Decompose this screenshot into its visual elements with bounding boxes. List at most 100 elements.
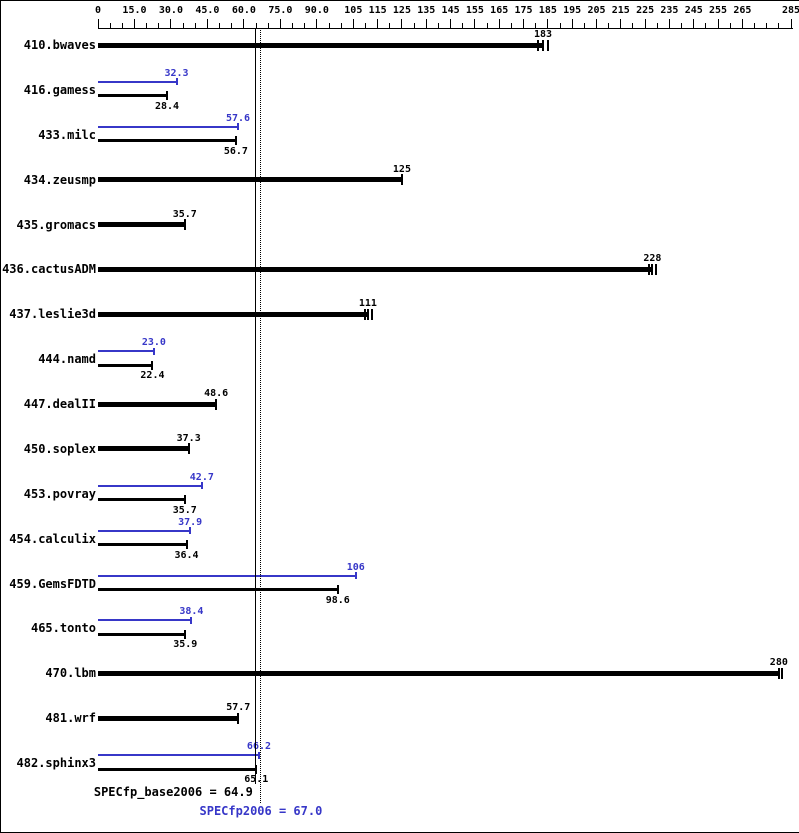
axis-tick-label: 245 [684, 5, 703, 16]
base-metric-label: SPECfp_base2006 = 64.9 [93, 785, 253, 799]
base-bar-end-tick [215, 398, 218, 410]
base-value-label: 36.4 [174, 549, 199, 561]
axis-tick-label: 225 [636, 5, 655, 16]
axis-minor-tick [535, 23, 537, 28]
peak-value-label: 42.7 [189, 471, 214, 483]
benchmark-label: 444.namd [38, 352, 96, 367]
axis-major-tick [523, 19, 525, 28]
axis-minor-tick [608, 23, 610, 28]
axis-minor-tick [304, 23, 306, 28]
base-bar [98, 670, 779, 676]
axis-major-tick [668, 19, 670, 28]
benchmark-label: 481.wrf [45, 711, 96, 726]
base-value-label: 280 [769, 657, 788, 669]
axis-tick-label: 15.0 [122, 5, 147, 16]
axis-major-tick [316, 19, 318, 28]
base-value-label: 56.7 [223, 145, 248, 157]
axis-major-tick [243, 19, 245, 28]
axis-tick-label: 285 [781, 5, 799, 16]
axis-tick-label: 165 [490, 5, 509, 16]
benchmark-label: 447.dealII [23, 397, 96, 411]
peak-bar-end-tick [190, 616, 193, 624]
axis-minor-tick [231, 23, 233, 28]
axis-minor-tick [681, 23, 683, 28]
axis-major-tick [352, 19, 354, 28]
x-axis-line [98, 28, 793, 29]
base-bar [98, 311, 368, 317]
axis-major-tick [377, 19, 379, 28]
base-bar [98, 42, 543, 48]
peak-bar [98, 619, 192, 622]
peak-bar [98, 529, 191, 532]
axis-minor-tick [328, 23, 330, 28]
axis-tick-label: 155 [465, 5, 484, 16]
benchmark-label: 410.bwaves [23, 38, 96, 52]
axis-tick-label: 105 [344, 5, 363, 16]
base-bar-end-tick [651, 263, 654, 275]
base-value-label: 35.9 [173, 639, 198, 651]
base-bar [98, 498, 185, 502]
peak-bar [98, 80, 177, 83]
axis-minor-tick [121, 23, 123, 28]
axis-minor-tick [389, 23, 391, 28]
axis-major-tick [450, 19, 452, 28]
peak-bar [98, 125, 239, 128]
axis-minor-tick [255, 23, 257, 28]
axis-major-tick [717, 19, 719, 28]
axis-minor-tick [559, 23, 561, 28]
base-bar [98, 266, 653, 272]
axis-major-tick [133, 19, 135, 28]
axis-major-tick [620, 19, 622, 28]
base-value-label: 35.7 [172, 504, 197, 516]
axis-minor-tick [632, 23, 634, 28]
axis-minor-tick [583, 23, 585, 28]
base-bar [98, 94, 168, 98]
base-value-label: 57.7 [226, 702, 251, 714]
axis-tick-label: 185 [538, 5, 557, 16]
axis-minor-tick [705, 23, 707, 28]
base-bar-end-tick [187, 443, 190, 455]
base-bar-end-tick [647, 263, 650, 275]
base-bar-end-tick [183, 495, 186, 505]
axis-major-tick [401, 19, 403, 28]
base-bar-end-tick [336, 585, 339, 594]
base-bar [98, 767, 257, 771]
benchmark-label: 435.gromacs [16, 217, 96, 232]
base-bar-end-tick [781, 667, 784, 679]
base-bar [98, 632, 186, 636]
base-bar-end-tick [237, 712, 240, 724]
peak-bar-end-tick [354, 572, 357, 579]
axis-minor-tick [109, 23, 111, 28]
base-bar-end-tick [184, 629, 187, 639]
base-value-label: 111 [358, 298, 377, 310]
peak-bar [98, 754, 259, 756]
axis-tick-label: 215 [611, 5, 630, 16]
axis-major-tick [595, 19, 597, 28]
axis-minor-tick [486, 23, 488, 28]
axis-major-tick [644, 19, 646, 28]
axis-minor-tick [510, 23, 512, 28]
base-value-label: 98.6 [325, 594, 350, 606]
axis-minor-tick [158, 23, 160, 28]
base-bar [98, 446, 189, 452]
peak-bar-end-tick [257, 751, 260, 759]
axis-minor-tick [437, 23, 439, 28]
axis-major-tick [97, 19, 99, 28]
axis-tick-label: 90.0 [304, 5, 329, 16]
base-bar-end-tick [541, 39, 544, 51]
axis-major-tick [474, 19, 476, 28]
axis-minor-tick [656, 23, 658, 28]
benchmark-label: 465.tonto [30, 621, 96, 636]
benchmark-label: 459.GemsFDTD [9, 576, 96, 591]
benchmark-label: 482.sphinx3 [16, 756, 96, 770]
base-bar [98, 177, 402, 183]
axis-minor-tick [182, 23, 184, 28]
axis-minor-tick [413, 23, 415, 28]
axis-minor-tick [292, 23, 294, 28]
peak-bar-end-tick [189, 527, 192, 535]
axis-major-tick [741, 19, 743, 28]
base-value-label: 48.6 [204, 388, 229, 399]
base-bar-end-tick [777, 667, 780, 679]
benchmark-label: 453.povray [23, 486, 96, 501]
benchmark-label: 436.cactusADM [2, 262, 96, 277]
